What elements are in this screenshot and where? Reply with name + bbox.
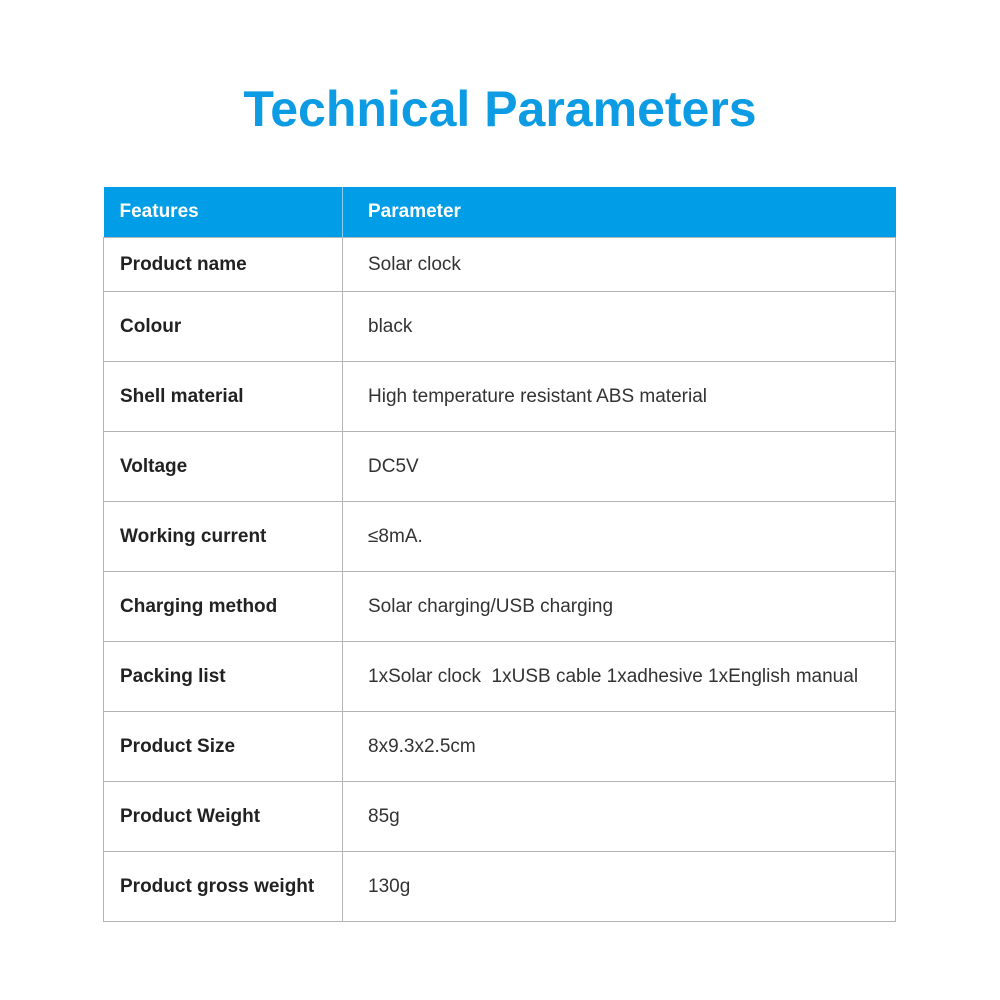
table-row: Charging method Solar charging/USB chargi… [103,571,896,642]
feature-cell: Working current [103,501,343,572]
parameter-cell: High temperature resistant ABS material [342,361,896,432]
feature-cell: Voltage [103,431,343,502]
feature-cell: Product name [103,237,343,292]
table-row: Product gross weight 130g [103,851,896,922]
parameter-cell: DC5V [342,431,896,502]
table-header: Features Parameter [103,187,896,238]
parameter-cell: Solar clock [342,237,896,292]
table-row: Packing list 1xSolar clock 1xUSB cable 1x… [103,641,896,712]
feature-cell: Shell material [103,361,343,432]
feature-cell: Colour [103,291,343,362]
table-row: Product Size 8x9.3x2.5cm [103,711,896,782]
parameter-cell: 85g [342,781,896,852]
table-row: Voltage DC5V [103,431,896,502]
parameters-table: Features Parameter Product name Solar clo… [103,187,896,922]
table-row: Product Weight 85g [103,781,896,852]
feature-cell: Product Size [103,711,343,782]
feature-cell: Product gross weight [103,851,343,922]
parameter-cell: 8x9.3x2.5cm [342,711,896,782]
parameter-cell: ≤8mA. [342,501,896,572]
table-row: Colour black [103,291,896,362]
parameter-cell: Solar charging/USB charging [342,571,896,642]
parameter-cell: 130g [342,851,896,922]
table-row: Working current ≤8mA. [103,501,896,572]
parameter-cell: 1xSolar clock 1xUSB cable 1xadhesive 1xE… [342,641,896,712]
table-row: Shell material High temperature resistant… [103,361,896,432]
feature-cell: Packing list [103,641,343,712]
header-parameter: Parameter [342,187,896,238]
parameter-cell: black [342,291,896,362]
feature-cell: Product Weight [103,781,343,852]
header-features: Features [103,187,343,238]
page-title: Technical Parameters [243,81,757,137]
table-row: Product name Solar clock [103,237,896,292]
feature-cell: Charging method [103,571,343,642]
